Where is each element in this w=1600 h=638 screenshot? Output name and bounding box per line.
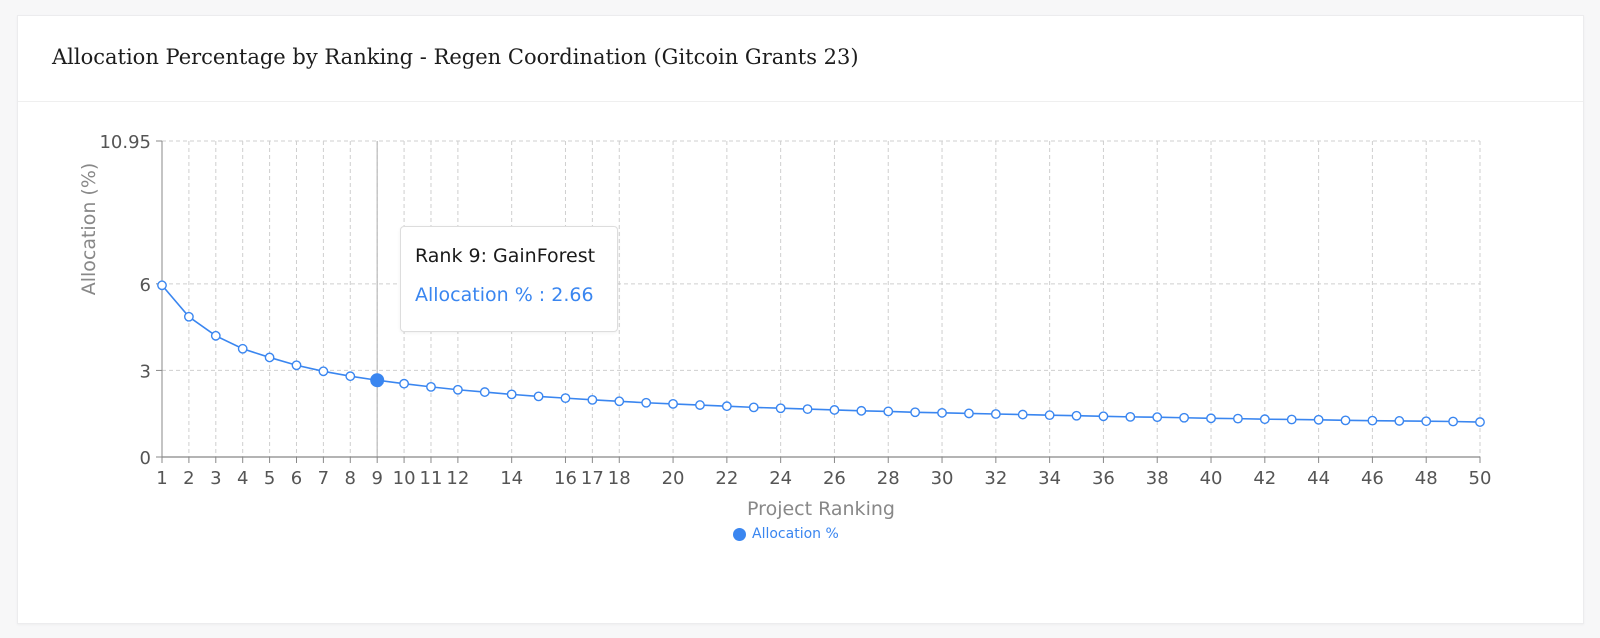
x-tick-label: 5	[264, 468, 275, 489]
x-tick-label: 32	[984, 468, 1007, 489]
x-tick-label: 44	[1307, 468, 1330, 489]
data-point	[990, 409, 1001, 419]
data-point	[452, 384, 463, 395]
chart-legend[interactable]: Allocation %	[733, 526, 839, 542]
data-point	[1044, 410, 1055, 421]
x-tick-label: 38	[1146, 468, 1169, 489]
data-point	[748, 402, 759, 413]
x-tick-label: 11	[420, 468, 443, 489]
x-tick-label: 2	[183, 468, 194, 489]
data-point	[587, 394, 598, 405]
data-point	[775, 403, 786, 414]
x-tick-label: 14	[500, 468, 523, 489]
data-point	[560, 393, 571, 404]
data-point	[829, 405, 840, 415]
data-point	[506, 389, 517, 400]
legend-marker-icon	[733, 527, 746, 541]
x-tick-label: 28	[877, 468, 900, 489]
x-tick-label: 40	[1200, 468, 1223, 489]
data-point	[157, 280, 167, 291]
x-tick-label: 12	[446, 468, 469, 489]
data-point	[1475, 417, 1485, 427]
data-point	[1233, 413, 1243, 424]
card-header: Allocation Percentage by Ranking - Regen…	[18, 16, 1583, 102]
x-tick-label: 46	[1361, 468, 1384, 489]
x-tick-label: 4	[237, 468, 248, 489]
data-point	[399, 378, 409, 389]
data-point	[668, 399, 678, 409]
data-point	[183, 311, 194, 322]
data-point	[426, 381, 436, 392]
y-axis-title: Allocation (%)	[78, 163, 100, 296]
x-tick-label: 9	[371, 468, 382, 489]
data-point	[479, 387, 490, 397]
data-point	[1152, 412, 1163, 423]
x-tick-label: 36	[1092, 468, 1115, 489]
data-point	[937, 407, 947, 418]
data-point	[1448, 416, 1459, 427]
data-point	[1017, 409, 1028, 420]
x-axis-title: Project Ranking	[747, 498, 895, 520]
data-point	[721, 401, 732, 412]
y-tick-label: 10.95	[99, 132, 151, 153]
data-point	[1421, 416, 1432, 427]
data-point	[210, 330, 221, 341]
x-tick-label: 16	[554, 468, 577, 489]
x-tick-label: 50	[1469, 468, 1492, 489]
data-point	[1071, 410, 1082, 421]
data-point	[318, 366, 329, 377]
x-tick-label: 22	[715, 468, 738, 489]
x-tick-label: 17	[581, 468, 604, 489]
data-point	[1179, 412, 1190, 423]
x-tick-label: 48	[1415, 468, 1438, 489]
data-point	[1098, 411, 1109, 422]
data-point	[883, 406, 894, 417]
x-tick-label: 8	[345, 468, 356, 489]
x-tick-label: 1	[156, 468, 167, 489]
chart-card: Allocation Percentage by Ranking - Regen…	[17, 15, 1584, 624]
chart-title: Allocation Percentage by Ranking - Regen…	[52, 45, 859, 69]
data-point-highlighted	[370, 373, 385, 388]
tooltip-value: Allocation % : 2.66	[415, 284, 594, 306]
data-point	[345, 371, 356, 382]
y-tick-label: 6	[140, 275, 151, 296]
x-tick-label: 42	[1253, 468, 1276, 489]
data-point	[533, 391, 544, 402]
x-tick-label: 18	[608, 468, 631, 489]
x-tick-label: 7	[318, 468, 329, 489]
y-tick-label: 0	[140, 448, 151, 469]
legend-label: Allocation %	[752, 526, 839, 542]
data-point	[910, 407, 921, 418]
x-tick-label: 34	[1038, 468, 1061, 489]
data-point	[264, 352, 275, 363]
data-point	[237, 343, 248, 354]
data-point	[1394, 416, 1405, 426]
data-point	[1286, 414, 1297, 425]
tooltip-title: Rank 9: GainForest	[415, 245, 596, 267]
data-point	[964, 408, 974, 419]
data-point	[1367, 415, 1378, 426]
x-tick-label: 20	[662, 468, 685, 489]
x-tick-label: 26	[823, 468, 846, 489]
data-point	[695, 400, 705, 410]
data-point	[614, 396, 625, 407]
data-point	[1125, 411, 1136, 422]
x-tick-label: 30	[931, 468, 954, 489]
data-point	[1340, 415, 1351, 426]
x-tick-label: 3	[210, 468, 221, 489]
x-tick-label: 10	[393, 468, 416, 489]
data-point	[856, 405, 867, 416]
data-point	[291, 360, 302, 371]
y-tick-label: 3	[140, 361, 151, 382]
data-point	[1259, 414, 1270, 425]
data-point	[641, 397, 652, 408]
data-point	[1206, 413, 1216, 424]
x-tick-label: 24	[769, 468, 792, 489]
x-tick-label: 6	[291, 468, 302, 489]
data-point	[1313, 414, 1324, 425]
series-line	[161, 284, 1481, 423]
data-point	[802, 404, 813, 414]
chart-tooltip: Rank 9: GainForest Allocation % : 2.66	[400, 226, 618, 332]
